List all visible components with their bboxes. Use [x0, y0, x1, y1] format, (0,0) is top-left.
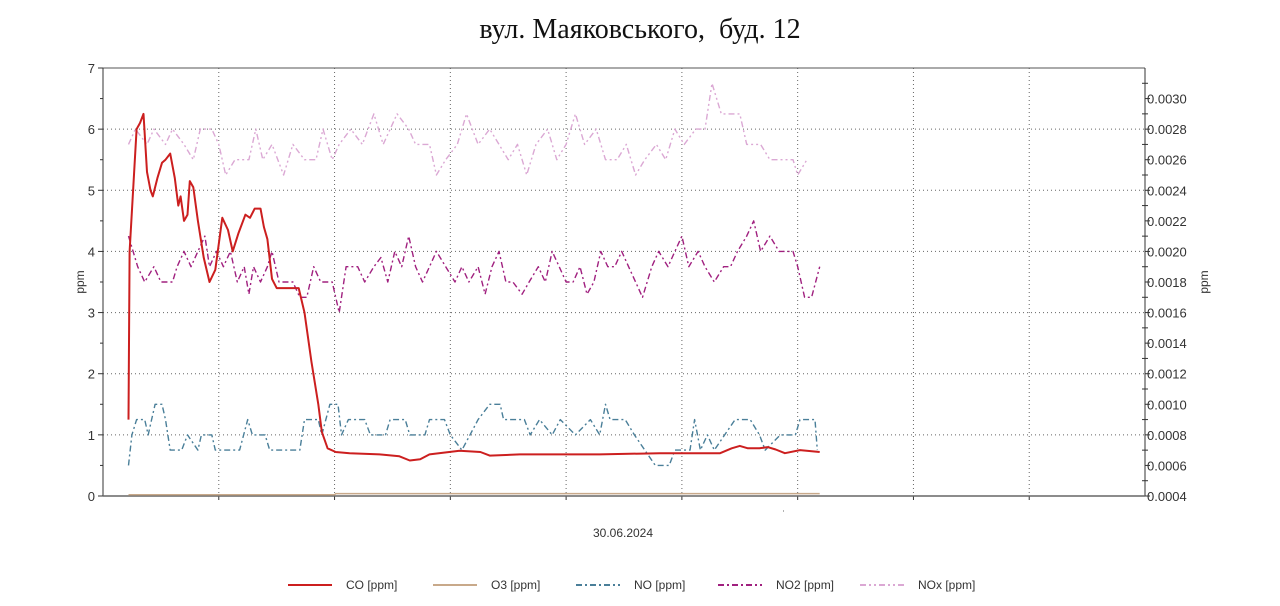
y-tick-label: 0 [88, 489, 95, 504]
legend-item: NO [ppm] [576, 578, 685, 592]
series-line-co [127, 112, 820, 462]
legend-label: NOx [ppm] [918, 578, 976, 592]
legend-label: NO [ppm] [634, 578, 686, 592]
y-right-tick-label: 0.0018 [1147, 275, 1187, 290]
y-right-tick-label: 0.0004 [1147, 489, 1187, 504]
legend-item: NOx [ppm] [860, 578, 975, 592]
series-line-o3 [128, 492, 820, 496]
y-right-tick-label: 0.0014 [1147, 336, 1187, 351]
legend-swatch [860, 584, 904, 586]
series-line-no2 [127, 220, 821, 314]
x-axis-label: 30.06.2024 [593, 526, 653, 540]
legend-swatch [576, 584, 620, 586]
y-tick-label: 2 [88, 367, 95, 382]
y-right-tick-label: 0.0010 [1147, 397, 1187, 412]
y-right-tick-label: 0.0026 [1147, 153, 1187, 168]
legend-label: CO [ppm] [346, 578, 398, 592]
y-tick-label: 4 [88, 244, 95, 259]
y-right-tick-label: 0.0030 [1147, 92, 1187, 107]
y-right-axis-label: ppm [1197, 270, 1211, 293]
legend-label: NO2 [ppm] [776, 578, 835, 592]
legend: CO [ppm] O3 [ppm] NO [ppm] NO2 [ppm] NOx [pp… [0, 578, 1280, 598]
y-right-tick-label: 0.0008 [1147, 428, 1187, 443]
y-right-tick-label: 0.0016 [1147, 306, 1187, 321]
legend-swatch [433, 584, 477, 586]
y-right-tick-label: 0.0022 [1147, 214, 1187, 229]
y-tick-label: 1 [88, 428, 95, 443]
chart-title: вул. Маяковського, буд. 12 [479, 14, 801, 45]
legend-item: CO [ppm] [288, 578, 397, 592]
y-right-tick-label: 0.0028 [1147, 122, 1187, 137]
y-right-tick-label: 0.0012 [1147, 367, 1187, 382]
legend-item: O3 [ppm] [433, 578, 540, 592]
y-right-tick-label: 0.0006 [1147, 458, 1187, 473]
legend-swatch [718, 584, 762, 586]
y-tick-label: 7 [88, 61, 95, 76]
y-axis-label: ppm [73, 270, 87, 293]
legend-label: O3 [ppm] [491, 578, 541, 592]
legend-swatch [288, 584, 332, 586]
legend-item: NO2 [ppm] [718, 578, 834, 592]
y-tick-label: 6 [88, 122, 95, 137]
y-right-tick-label: 0.0020 [1147, 244, 1187, 259]
series-line-no [127, 403, 818, 467]
y-tick-label: 3 [88, 306, 95, 321]
y-right-tick-label: 0.0024 [1147, 183, 1187, 198]
y-tick-label: 5 [88, 183, 95, 198]
